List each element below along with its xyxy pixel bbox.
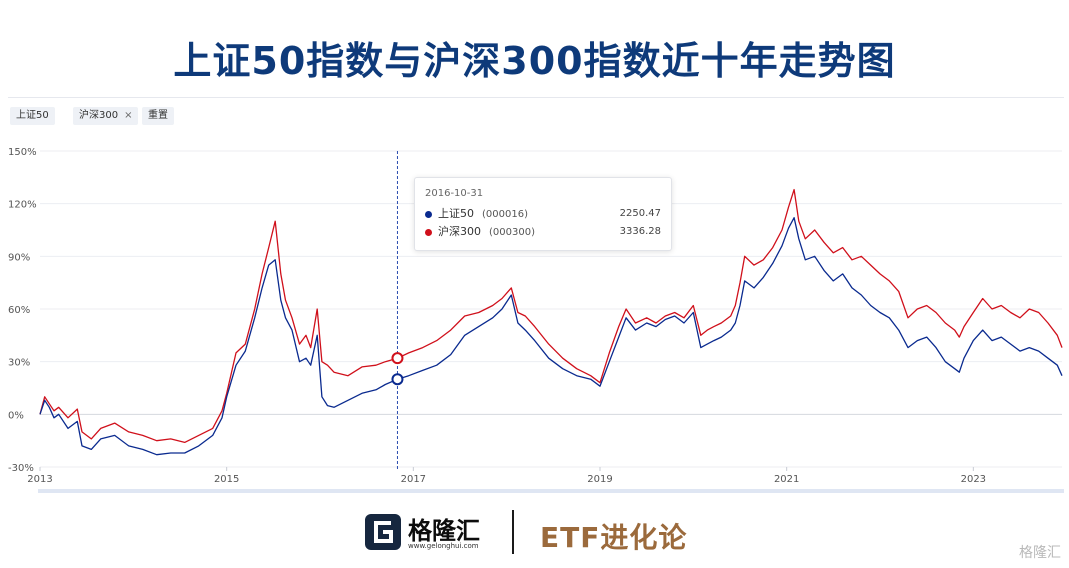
brand-name: 格隆汇 [408,517,480,545]
y-tick-label: -30% [8,463,34,474]
series-toggle-hs300-label: 沪深300 [79,110,119,121]
series-toggle-hs300[interactable]: 沪深300 × [73,107,139,125]
series-toggle-sz50-label: 上证50 [16,110,49,121]
page-title: 上证50指数与沪深300指数近十年走势图 [173,39,896,83]
series-dot-icon [425,210,432,218]
chart-top-border [8,97,1064,98]
y-tick-label: 150% [8,147,37,158]
x-tick-label: 2023 [961,474,986,485]
series-line [39,188,1063,444]
tooltip-series-code: (000016) [482,209,528,220]
x-tick-label: 2013 [27,474,52,485]
series-dot-icon [425,228,432,236]
close-icon[interactable]: × [124,110,133,121]
x-tick-label: 2021 [774,474,799,485]
x-scroll-bar [38,489,1064,493]
reset-button-label: 重置 [148,110,168,121]
y-tick-label: 90% [8,252,30,263]
brand-url: www.gelonghui.com [408,542,479,550]
tooltip-row-hs300: 沪深300 (000300) 3336.28 [425,224,661,240]
chart-tooltip: 2016-10-31 上证50 (000016) 2250.47 沪深300 (00… [414,177,672,251]
tooltip-series-name: 上证50 [438,207,474,220]
tooltip-series-code: (000300) [489,227,535,238]
etf-column-name: ETF进化论 [540,521,688,554]
series-line [39,217,1063,456]
tooltip-date: 2016-10-31 [425,188,484,199]
y-tick-label: 60% [8,305,30,316]
x-tick-label: 2017 [401,474,426,485]
tooltip-series-value: 2250.47 [619,208,661,219]
tooltip-series-value: 3336.28 [619,226,661,237]
highlight-point [391,373,404,386]
series-toggle-sz50[interactable]: 上证50 [10,107,55,125]
footer-divider [512,510,514,554]
tooltip-series-name: 沪深300 [438,225,481,238]
x-tick-label: 2019 [587,474,612,485]
tooltip-row-sz50: 上证50 (000016) 2250.47 [425,206,661,222]
watermark: 格隆汇 [1019,545,1061,561]
reset-button[interactable]: 重置 [142,107,174,125]
highlight-point [391,352,404,365]
y-tick-label: 0% [8,410,24,421]
x-tick-label: 2015 [214,474,239,485]
y-tick-label: 30% [8,358,30,369]
gelonghui-logo-icon [364,513,402,555]
y-tick-label: 120% [8,200,37,211]
